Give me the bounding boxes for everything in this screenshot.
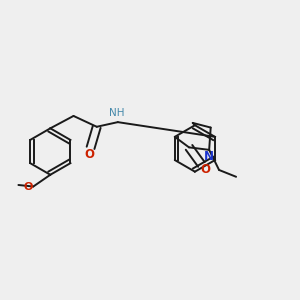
- Text: O: O: [23, 182, 32, 193]
- Text: NH: NH: [109, 108, 124, 118]
- Text: O: O: [84, 148, 94, 161]
- Text: N: N: [204, 150, 214, 163]
- Text: O: O: [200, 164, 210, 176]
